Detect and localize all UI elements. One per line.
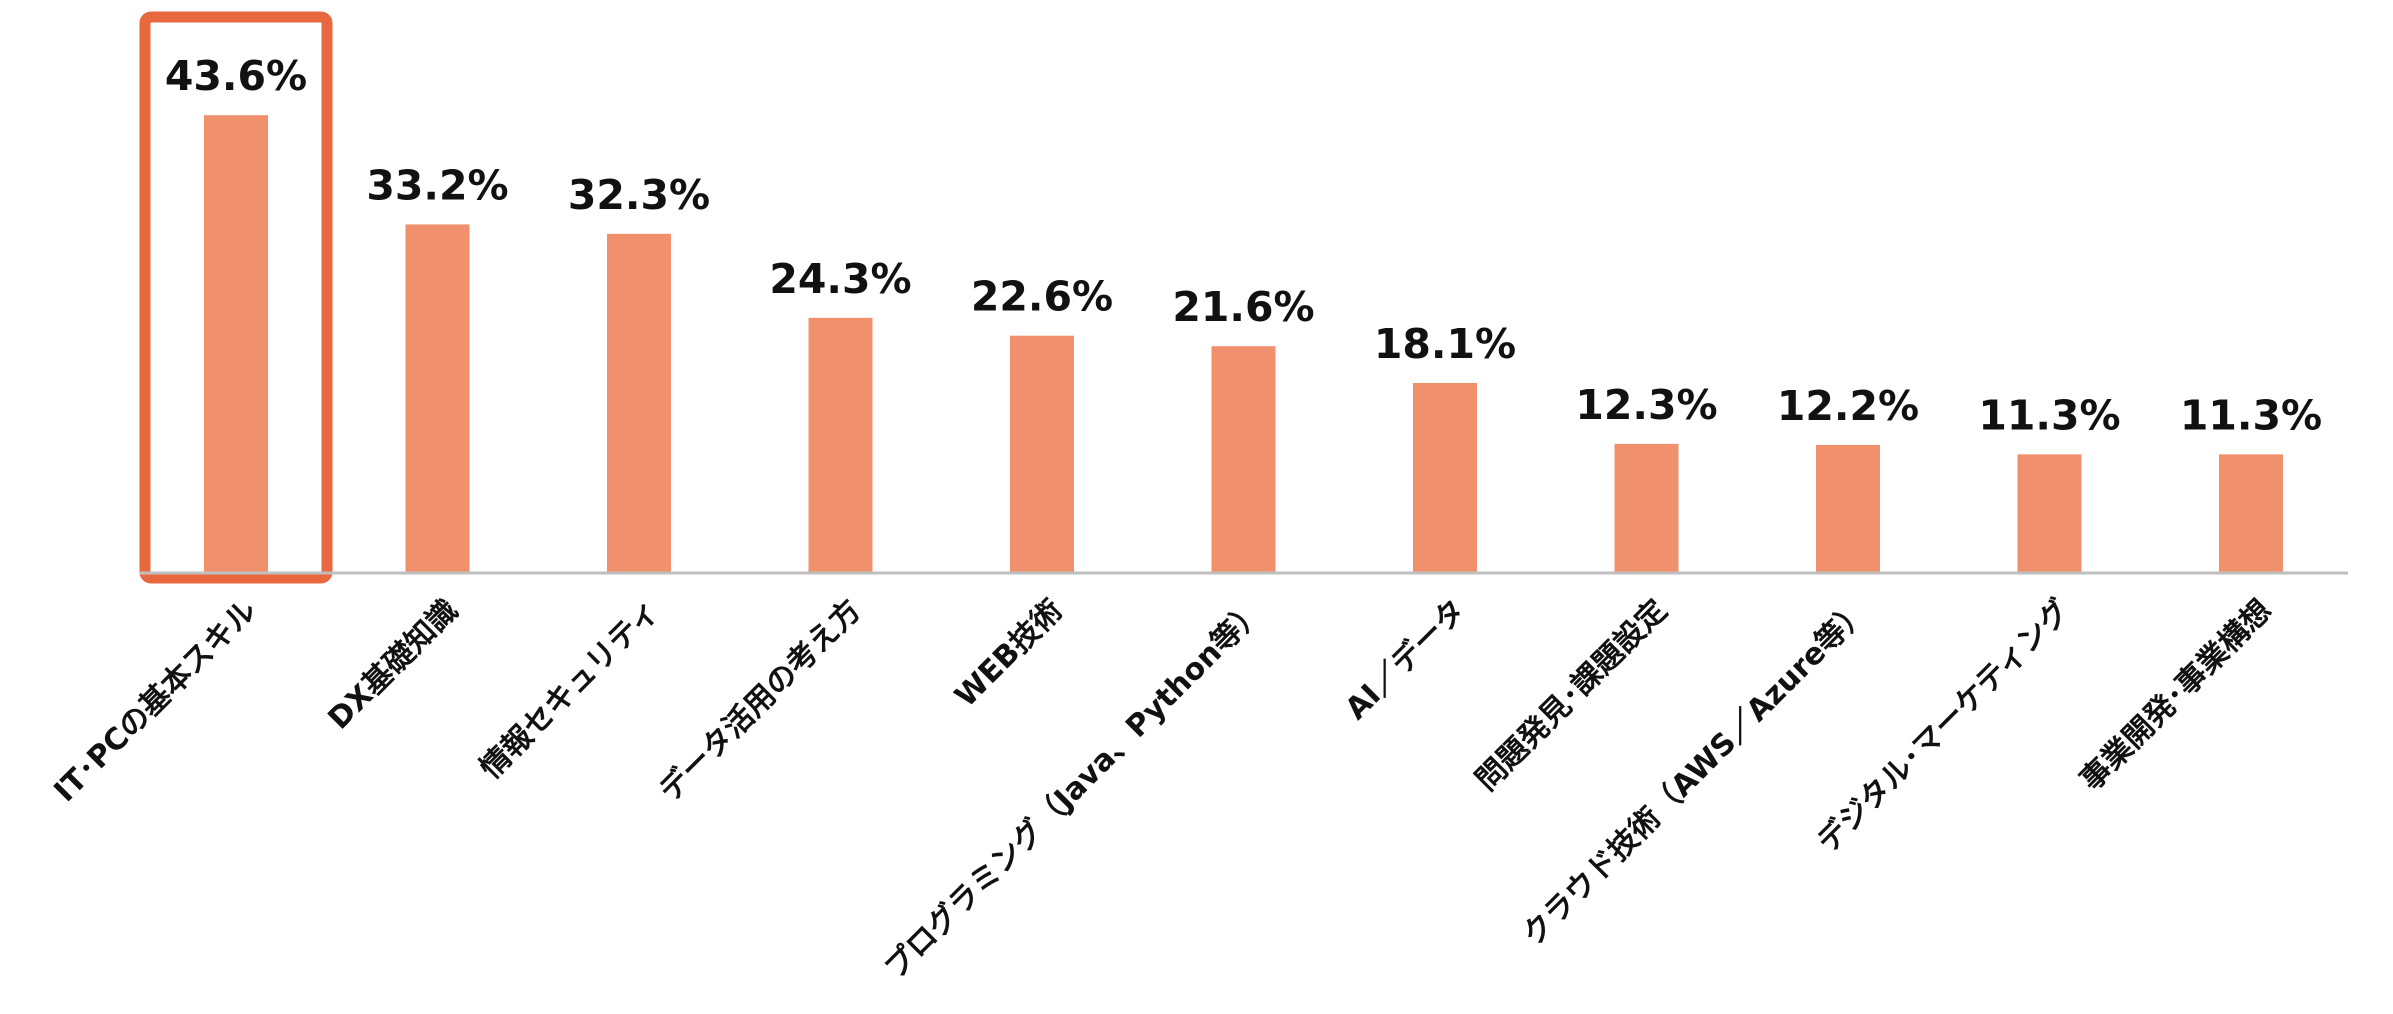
data-label-1: 43.6% (165, 52, 307, 100)
bar-8 (1614, 443, 1679, 573)
data-label-5: 22.6% (971, 273, 1113, 321)
data-label-8: 12.3% (1575, 381, 1717, 429)
category-label-7: AI／データ (1339, 593, 1473, 727)
data-label-9: 12.2% (1777, 382, 1919, 430)
highlight-box (139, 11, 333, 584)
data-label-6: 21.6% (1172, 283, 1314, 331)
highlight-layer (139, 11, 333, 584)
data-label-4: 24.3% (769, 255, 911, 303)
category-label-1: IT･PCの基本スキル (48, 593, 264, 809)
bar-7 (1413, 382, 1477, 573)
bars-layer (204, 115, 2283, 573)
bar-1 (204, 115, 268, 573)
data-label-7: 18.1% (1374, 320, 1516, 368)
bar-5 (1010, 335, 1074, 573)
value-labels-layer: 43.6% 33.2% 32.3% 24.3% 22.6% 21.6% 18.1% 12.3%… (165, 52, 2322, 439)
category-label-4: データ活用の考え方 (652, 593, 868, 809)
data-label-3: 32.3% (568, 171, 710, 219)
data-label-2: 33.2% (366, 161, 508, 209)
bar-4 (808, 317, 873, 573)
bar-9 (1816, 444, 1880, 573)
bar-2 (405, 224, 470, 573)
category-label-5: WEB技術 (948, 593, 1069, 714)
bar-6 (1211, 346, 1276, 573)
data-label-11: 11.3% (2180, 391, 2322, 439)
category-label-2: DX基礎知識 (322, 593, 466, 737)
category-label-8: 問題発見･課題設定 (1469, 593, 1674, 798)
category-label-6: プログラミング（Java、Python等） (878, 593, 1271, 986)
data-label-10: 11.3% (1978, 391, 2120, 439)
bar-11 (2219, 454, 2283, 573)
bar-10 (2017, 454, 2082, 573)
bar-3 (607, 233, 671, 573)
category-label-9: クラウド技術（AWS／Azure等） (1516, 593, 1876, 953)
category-label-3: 情報セキュリティ (473, 593, 666, 786)
category-label-11: 事業開発･事業構想 (2074, 593, 2279, 798)
